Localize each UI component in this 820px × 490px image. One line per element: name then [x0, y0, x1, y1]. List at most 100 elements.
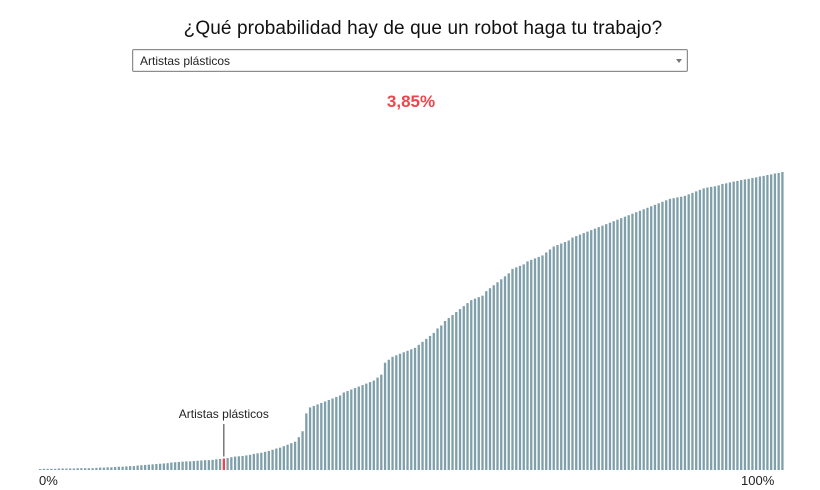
- bar[interactable]: [342, 392, 345, 470]
- bar[interactable]: [518, 265, 522, 470]
- bar[interactable]: [357, 386, 360, 470]
- bar[interactable]: [290, 443, 293, 470]
- bar[interactable]: [507, 273, 510, 470]
- bar[interactable]: [458, 309, 462, 470]
- bar[interactable]: [503, 276, 507, 470]
- bar[interactable]: [582, 233, 585, 470]
- bar[interactable]: [545, 252, 548, 470]
- bar[interactable]: [661, 201, 664, 471]
- bar[interactable]: [571, 237, 574, 470]
- bar[interactable]: [117, 466, 121, 470]
- bar[interactable]: [226, 458, 229, 470]
- bar[interactable]: [728, 182, 732, 470]
- bar[interactable]: [65, 468, 68, 470]
- bar[interactable]: [185, 461, 188, 470]
- bar[interactable]: [635, 212, 638, 471]
- bar[interactable]: [466, 303, 469, 470]
- bar[interactable]: [207, 460, 211, 470]
- bar[interactable]: [725, 183, 728, 470]
- bar[interactable]: [590, 230, 593, 470]
- bar[interactable]: [425, 338, 428, 470]
- bar[interactable]: [177, 461, 181, 470]
- bar[interactable]: [717, 185, 720, 470]
- bar[interactable]: [567, 240, 570, 470]
- bar[interactable]: [376, 377, 379, 470]
- bar[interactable]: [657, 203, 660, 471]
- bar[interactable]: [698, 189, 702, 470]
- bar[interactable]: [492, 285, 495, 470]
- bar[interactable]: [601, 225, 604, 470]
- bar[interactable]: [616, 219, 619, 470]
- bar[interactable]: [668, 198, 672, 470]
- bar[interactable]: [327, 399, 330, 470]
- bar[interactable]: [121, 466, 124, 470]
- bar[interactable]: [188, 461, 192, 470]
- bar[interactable]: [151, 464, 154, 470]
- bar[interactable]: [39, 469, 42, 470]
- bar[interactable]: [297, 437, 300, 470]
- bar[interactable]: [72, 468, 76, 470]
- bar[interactable]: [713, 186, 717, 471]
- bar[interactable]: [515, 267, 518, 470]
- bar[interactable]: [578, 234, 582, 470]
- bar[interactable]: [680, 196, 683, 471]
- bar[interactable]: [672, 198, 675, 470]
- bar[interactable]: [170, 462, 173, 470]
- bar[interactable]: [136, 465, 139, 470]
- bar[interactable]: [83, 468, 87, 470]
- bar[interactable]: [428, 335, 432, 470]
- bar[interactable]: [653, 204, 657, 470]
- bar[interactable]: [286, 444, 289, 470]
- highlight-bar[interactable]: [222, 458, 226, 470]
- bar[interactable]: [215, 459, 218, 470]
- bar[interactable]: [350, 389, 353, 470]
- bar[interactable]: [46, 468, 49, 470]
- bar[interactable]: [477, 297, 480, 470]
- bar[interactable]: [732, 181, 735, 471]
- bar[interactable]: [755, 177, 758, 471]
- bar[interactable]: [113, 467, 117, 470]
- bar[interactable]: [91, 468, 94, 470]
- bar[interactable]: [98, 467, 102, 470]
- bar[interactable]: [777, 172, 780, 470]
- bar[interactable]: [61, 468, 64, 470]
- bar[interactable]: [218, 458, 222, 470]
- bar[interactable]: [758, 176, 762, 470]
- bar[interactable]: [106, 467, 109, 470]
- bar[interactable]: [87, 468, 91, 470]
- bar[interactable]: [398, 353, 402, 470]
- bar[interactable]: [766, 174, 769, 471]
- bar[interactable]: [751, 177, 754, 470]
- bar[interactable]: [368, 382, 372, 470]
- bar[interactable]: [301, 431, 304, 470]
- bar[interactable]: [211, 459, 214, 470]
- bar[interactable]: [436, 328, 439, 470]
- bar[interactable]: [548, 249, 552, 470]
- bar[interactable]: [605, 224, 608, 470]
- bar[interactable]: [443, 321, 447, 470]
- bar[interactable]: [683, 195, 687, 470]
- bar[interactable]: [166, 463, 169, 470]
- bar[interactable]: [76, 468, 79, 470]
- bar[interactable]: [631, 213, 634, 470]
- bar[interactable]: [530, 259, 533, 470]
- bar[interactable]: [256, 453, 259, 470]
- bar[interactable]: [762, 175, 765, 470]
- bar[interactable]: [248, 454, 252, 470]
- bar[interactable]: [623, 216, 627, 470]
- bar[interactable]: [406, 350, 409, 470]
- bar[interactable]: [470, 300, 473, 470]
- bar[interactable]: [447, 318, 450, 470]
- chevron-down-icon[interactable]: [676, 59, 682, 63]
- bar[interactable]: [710, 186, 713, 470]
- bar[interactable]: [743, 179, 747, 470]
- bar[interactable]: [563, 242, 567, 470]
- bar[interactable]: [323, 401, 327, 470]
- bar[interactable]: [432, 332, 435, 470]
- bar[interactable]: [413, 347, 417, 470]
- bar[interactable]: [586, 231, 589, 470]
- bar[interactable]: [593, 228, 597, 470]
- bar[interactable]: [702, 188, 705, 470]
- bar[interactable]: [642, 209, 645, 470]
- bar[interactable]: [192, 461, 196, 470]
